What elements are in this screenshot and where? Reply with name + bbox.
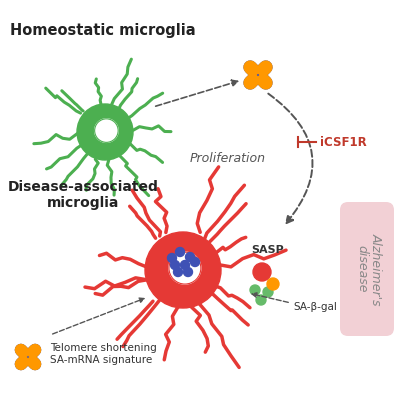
Text: Telomere shortening
SA-mRNA signature: Telomere shortening SA-mRNA signature [50,343,157,365]
Circle shape [168,254,176,262]
Circle shape [95,119,118,142]
Text: Disease-associated
microglia: Disease-associated microglia [8,180,159,210]
Circle shape [77,104,133,160]
Circle shape [180,260,190,270]
Text: Alzheimer's
disease: Alzheimer's disease [355,233,383,305]
FancyBboxPatch shape [340,202,394,336]
Circle shape [145,232,221,308]
Circle shape [184,268,192,276]
Circle shape [263,287,273,297]
Circle shape [190,258,200,266]
Text: Homeostatic microglia: Homeostatic microglia [10,22,196,38]
Circle shape [174,268,182,276]
Text: iCSF1R: iCSF1R [320,136,367,148]
Circle shape [256,295,266,305]
Text: SASP: SASP [252,245,284,255]
Circle shape [250,285,260,295]
Circle shape [267,278,279,290]
Text: Proliferation: Proliferation [190,152,266,164]
Circle shape [253,263,271,281]
Circle shape [169,252,201,284]
Circle shape [170,260,180,270]
Circle shape [186,252,194,262]
Circle shape [176,248,184,256]
Text: SA-β-gal: SA-β-gal [293,302,337,312]
